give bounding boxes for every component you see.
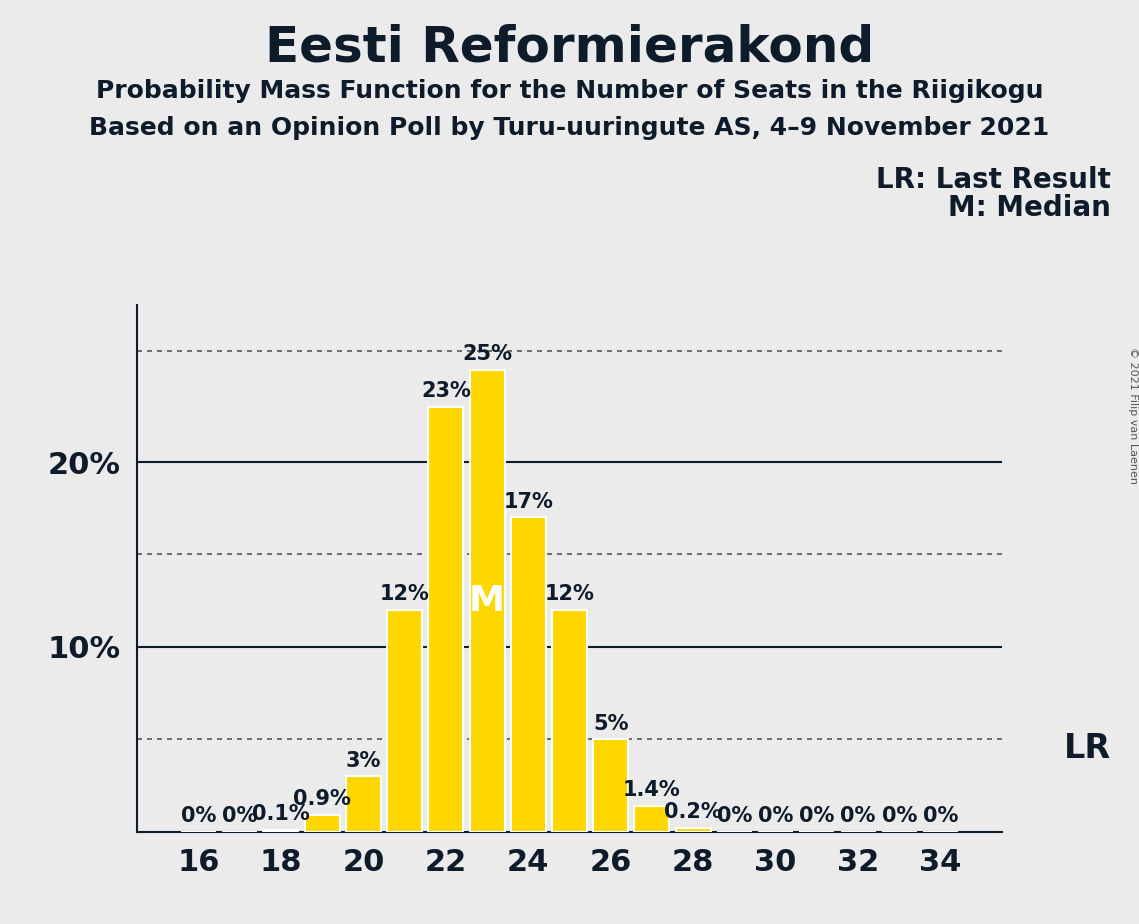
Text: 0%: 0% [923, 806, 958, 826]
Text: Eesti Reformierakond: Eesti Reformierakond [265, 23, 874, 71]
Text: LR: Last Result: LR: Last Result [876, 166, 1111, 194]
Bar [304, 815, 339, 832]
Text: 0%: 0% [800, 806, 835, 826]
Bar [593, 739, 629, 832]
Bar [428, 407, 464, 832]
Bar [263, 830, 298, 832]
Text: © 2021 Filip van Laenen: © 2021 Filip van Laenen [1129, 347, 1138, 484]
Text: 0%: 0% [882, 806, 917, 826]
Text: 12%: 12% [544, 584, 595, 604]
Bar [387, 610, 423, 832]
Text: 0%: 0% [181, 806, 216, 826]
Text: M: Median: M: Median [948, 194, 1111, 222]
Text: LR: LR [1064, 732, 1111, 765]
Text: 0%: 0% [841, 806, 876, 826]
Bar [634, 806, 670, 832]
Text: 23%: 23% [421, 381, 470, 401]
Text: 3%: 3% [346, 750, 382, 771]
Text: Probability Mass Function for the Number of Seats in the Riigikogu: Probability Mass Function for the Number… [96, 79, 1043, 103]
Bar [675, 828, 711, 832]
Bar [469, 370, 505, 832]
Text: 25%: 25% [462, 344, 513, 364]
Text: 0.9%: 0.9% [293, 789, 351, 809]
Bar [510, 517, 546, 832]
Text: 12%: 12% [379, 584, 429, 604]
Text: Based on an Opinion Poll by Turu-uuringute AS, 4–9 November 2021: Based on an Opinion Poll by Turu-uuringu… [89, 116, 1050, 140]
Text: 17%: 17% [503, 492, 554, 512]
Text: 0%: 0% [757, 806, 793, 826]
Text: 5%: 5% [593, 713, 629, 734]
Text: 0%: 0% [716, 806, 752, 826]
Text: 0%: 0% [222, 806, 257, 826]
Bar [552, 610, 587, 832]
Text: 1.4%: 1.4% [623, 780, 681, 800]
Text: 0.1%: 0.1% [252, 804, 310, 824]
Text: 0.2%: 0.2% [664, 802, 722, 822]
Bar [346, 776, 380, 832]
Text: M: M [469, 584, 505, 617]
